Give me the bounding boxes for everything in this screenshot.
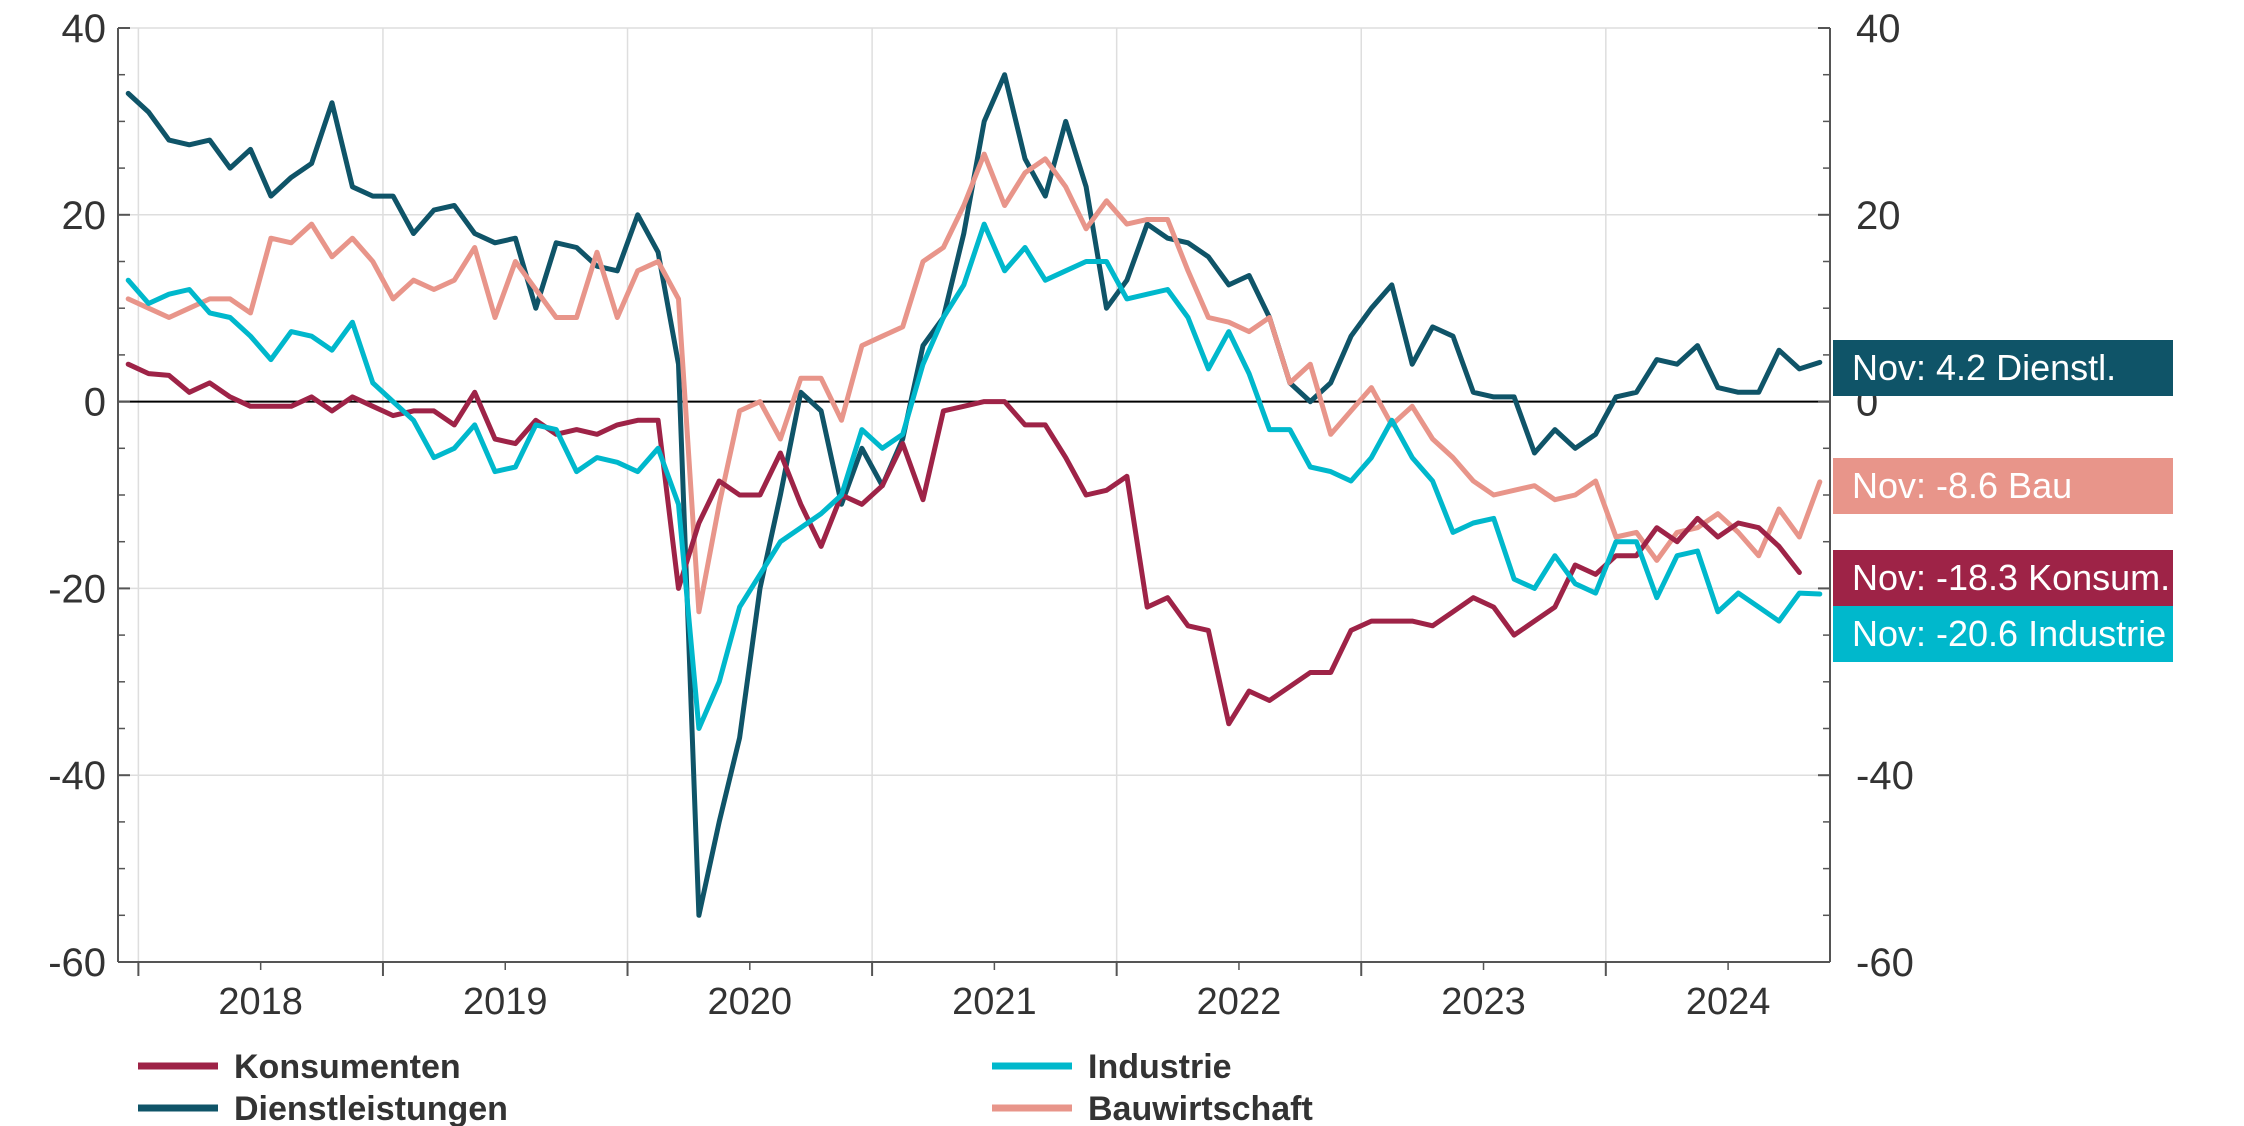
- y-tick-label-right: -40: [1856, 754, 1914, 798]
- x-tick-label: 2024: [1686, 981, 1771, 1023]
- end-label-box: [1833, 458, 2173, 514]
- x-tick-label: 2021: [952, 981, 1037, 1023]
- end-label-konsumenten: Nov: -18.3 Konsum.: [1833, 550, 2173, 606]
- end-label-box: [1833, 606, 2173, 662]
- x-tick-label: 2022: [1197, 981, 1282, 1023]
- legend-item-konsumenten: Konsumenten: [138, 1048, 461, 1086]
- legend-label: Dienstleistungen: [234, 1090, 508, 1126]
- end-label-dienstleistungen: Nov: 4.2 Dienstl.: [1833, 340, 2173, 396]
- x-tick-label: 2019: [463, 981, 548, 1023]
- legend-item-bauwirtschaft: Bauwirtschaft: [992, 1090, 1313, 1126]
- legend-item-industrie: Industrie: [992, 1048, 1232, 1086]
- end-label-text: Nov: -20.6 Industrie: [1852, 613, 2166, 654]
- series-line-industrie: [125, 221, 1823, 731]
- y-tick-label-left: -40: [48, 754, 106, 798]
- end-label-text: Nov: -8.6 Bau: [1852, 465, 2072, 506]
- series-layer: [125, 72, 1823, 918]
- end-label-bauwirtschaft: Nov: -8.6 Bau: [1833, 458, 2173, 514]
- x-tick-label: 2020: [708, 981, 793, 1023]
- y-tick-label-left: 0: [84, 381, 106, 425]
- end-label-text: Nov: -18.3 Konsum.: [1852, 557, 2170, 598]
- y-tick-label-right: -60: [1856, 941, 1914, 985]
- legend-item-dienstleistungen: Dienstleistungen: [138, 1090, 508, 1126]
- legend-label: Konsumenten: [234, 1048, 461, 1086]
- y-tick-label-left: 20: [62, 194, 107, 238]
- end-label-industrie: Nov: -20.6 Industrie: [1833, 606, 2173, 662]
- y-tick-label-left: 40: [62, 7, 107, 51]
- legend-label: Bauwirtschaft: [1088, 1090, 1313, 1126]
- end-label-box: [1833, 550, 2173, 606]
- x-tick-label: 2023: [1441, 981, 1526, 1023]
- y-tick-label-right: 20: [1856, 194, 1901, 238]
- end-label-box: [1833, 340, 2173, 396]
- end-labels: Nov: 4.2 Dienstl. Nov: -8.6 Bau Nov: -18.3…: [1833, 340, 2173, 662]
- y-tick-label-left: -60: [48, 941, 106, 985]
- legend-label: Industrie: [1088, 1048, 1232, 1086]
- y-tick-label-right: 40: [1856, 7, 1901, 51]
- y-tick-label-left: -20: [48, 567, 106, 611]
- series-line-bauwirtschaft: [125, 151, 1823, 615]
- x-tick-label: 2018: [218, 981, 303, 1023]
- series-line-konsumenten: [125, 361, 1802, 727]
- end-label-text: Nov: 4.2 Dienstl.: [1852, 347, 2116, 388]
- legend: Dienstleistungen Bauwirtschaft Konsumenten…: [138, 1048, 1313, 1126]
